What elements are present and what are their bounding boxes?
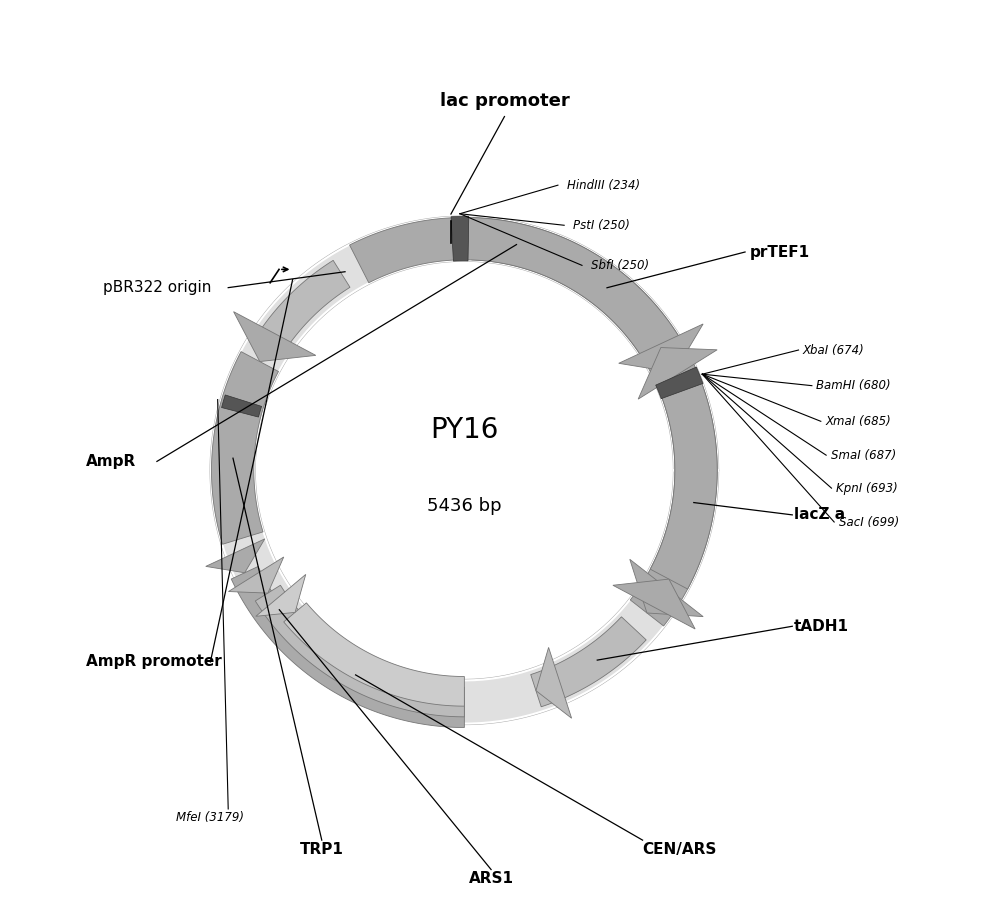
Text: HindIII (234): HindIII (234) [567, 178, 640, 192]
Polygon shape [451, 216, 469, 262]
Polygon shape [536, 647, 572, 719]
Text: ARS1: ARS1 [469, 871, 514, 886]
Text: MfeI (3179): MfeI (3179) [176, 812, 244, 824]
Text: XbaI (674): XbaI (674) [803, 344, 865, 357]
Polygon shape [650, 356, 717, 589]
Polygon shape [206, 538, 265, 573]
Text: PstI (250): PstI (250) [573, 219, 630, 232]
Polygon shape [284, 603, 464, 706]
Polygon shape [619, 324, 703, 372]
Polygon shape [255, 586, 464, 717]
Text: AmpR: AmpR [86, 454, 136, 469]
Polygon shape [222, 395, 262, 417]
Polygon shape [613, 579, 695, 629]
Text: TRP1: TRP1 [300, 842, 344, 856]
Polygon shape [210, 216, 718, 724]
Text: KpnI (693): KpnI (693) [836, 481, 898, 495]
Text: lacZ a: lacZ a [794, 508, 845, 522]
Polygon shape [228, 557, 284, 593]
Polygon shape [656, 367, 703, 399]
Text: tADH1: tADH1 [794, 619, 849, 634]
Polygon shape [531, 617, 646, 707]
Text: AmpR promoter: AmpR promoter [86, 654, 221, 670]
Polygon shape [350, 217, 679, 358]
Text: SacI (699): SacI (699) [839, 516, 899, 529]
Polygon shape [630, 559, 703, 616]
Text: prTEF1: prTEF1 [750, 244, 810, 260]
Polygon shape [638, 348, 717, 399]
Text: XmaI (685): XmaI (685) [825, 414, 891, 428]
Polygon shape [262, 261, 350, 347]
Polygon shape [472, 217, 694, 381]
Text: PY16: PY16 [430, 416, 499, 444]
Text: BamHI (680): BamHI (680) [816, 379, 891, 392]
Text: pBR322 origin: pBR322 origin [103, 281, 212, 295]
Text: CEN/ARS: CEN/ARS [643, 842, 717, 856]
Polygon shape [231, 567, 464, 728]
Text: 5436 bp: 5436 bp [427, 497, 502, 515]
Text: SmaI (687): SmaI (687) [831, 449, 896, 462]
Polygon shape [212, 352, 278, 544]
Polygon shape [234, 311, 316, 362]
Polygon shape [630, 384, 717, 626]
Text: lac promoter: lac promoter [440, 91, 569, 110]
Text: SbfI (250): SbfI (250) [591, 259, 649, 272]
Polygon shape [256, 575, 306, 616]
